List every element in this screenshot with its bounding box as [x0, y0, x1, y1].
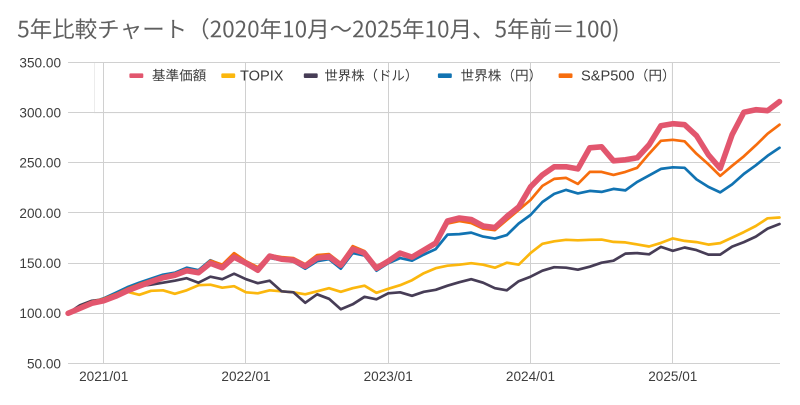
- svg-text:2021/01: 2021/01: [79, 369, 128, 384]
- svg-text:300.00: 300.00: [19, 106, 61, 121]
- svg-text:S&P500: S&P500: [581, 68, 635, 84]
- svg-text:50.00: 50.00: [27, 356, 61, 371]
- svg-text:2022/01: 2022/01: [221, 369, 270, 384]
- svg-text:TOPIX: TOPIX: [240, 68, 284, 84]
- svg-text:2023/01: 2023/01: [364, 369, 413, 384]
- svg-text:2024/01: 2024/01: [506, 369, 555, 384]
- svg-text:350.00: 350.00: [19, 55, 61, 70]
- svg-text:250.00: 250.00: [19, 156, 61, 171]
- svg-text:200.00: 200.00: [19, 206, 61, 221]
- svg-text:2025/01: 2025/01: [648, 369, 697, 384]
- svg-text:150.00: 150.00: [19, 256, 61, 271]
- svg-text:100.00: 100.00: [19, 306, 61, 321]
